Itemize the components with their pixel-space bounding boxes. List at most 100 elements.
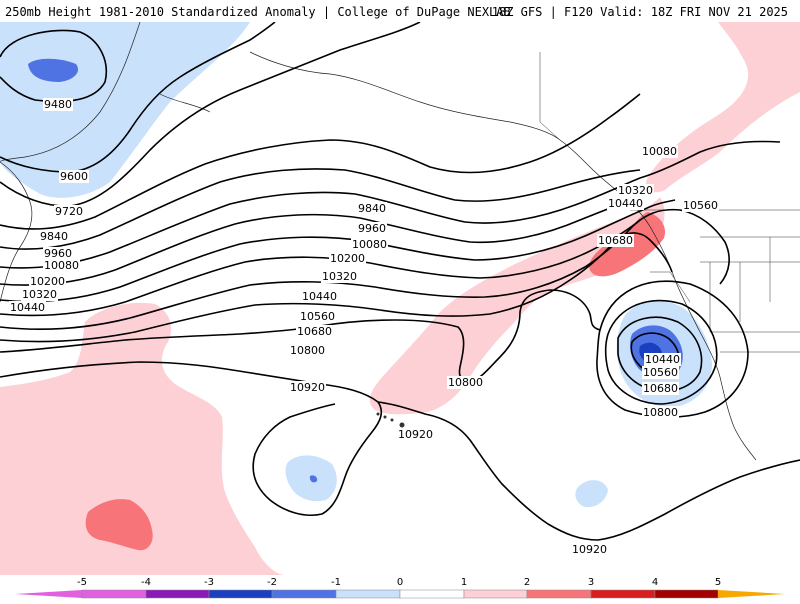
colorbar-swatch [81,589,147,599]
contour-9840 [0,93,641,230]
contour-label-background [299,310,336,323]
anomaly-colorbar: -5 -4 -3 -2 -1 0 1 2 3 4 5 [0,575,800,600]
contour-label: 9840 [40,230,68,243]
anomaly-pos2-south-pacific [85,499,153,551]
model-run-info: 18Z GFS | F120 Valid: 18Z FRI NOV 21 202… [491,5,788,19]
contour-label-background [617,184,654,197]
contour-label-background [644,353,681,366]
contour-label: 10800 [643,406,678,419]
contour-label: 10920 [398,428,433,441]
colorbar-tick: 2 [524,577,530,588]
anomaly-shading [0,22,800,575]
contour-label-background [357,222,387,235]
contour-label: 10920 [290,381,325,394]
colorbar-tick: -2 [267,577,277,588]
contour-label: 10560 [643,366,678,379]
contour-label: 9600 [60,170,88,183]
contour-label-background [641,145,678,158]
anomaly-pos-central-pacific [0,302,285,575]
contour-label: 10680 [297,325,332,338]
contour-label: 9960 [44,247,72,260]
contour-label-background [607,197,644,210]
contour-label: 10200 [30,275,65,288]
contour-label-background [289,381,326,394]
contour-label-background [351,238,388,251]
contour-label: 9720 [55,205,83,218]
contour-10920-east [377,401,800,541]
colorbar-tick: 0 [397,577,403,588]
contour-10800-main [0,289,601,383]
colorbar-tick: -3 [204,577,214,588]
colorbar-swatch [526,589,592,599]
contour-label: 10680 [643,382,678,395]
contour-label: 10800 [448,376,483,389]
contour-10680 [0,232,673,343]
contour-10920-main [0,361,383,516]
contour-label-background [642,366,679,379]
colorbar-tick: -1 [331,577,341,588]
colorbar-tick: -5 [77,577,87,588]
contour-label-background [289,344,326,357]
anomaly-pos-canada [645,22,800,193]
contour-label: 10800 [290,344,325,357]
contour-label: 10440 [302,290,337,303]
map-header: 250mb Height 1981-2010 Standardized Anom… [0,0,800,22]
contour-label: 10320 [618,184,653,197]
contour-label-background [301,290,338,303]
contour-label-background [59,170,89,183]
weather-map: 9480 9600 9720 9840 9960 10080 10200 103… [0,22,800,575]
colorbar-swatch [399,589,465,599]
contour-label-background [29,275,66,288]
contour-label: 10440 [10,301,45,314]
contour-labels: 9480 9600 9720 9840 9960 10080 10200 103… [9,98,719,556]
contour-low-10680 [604,299,718,405]
contour-label-background [682,199,719,212]
contour-label-background [329,252,366,265]
map-canvas: 9480 9600 9720 9840 9960 10080 10200 103… [0,22,800,575]
anomaly-neg2-aleutian-low [28,58,79,82]
contour-label: 10320 [322,270,357,283]
contour-label-background [642,406,679,419]
colorbar-swatches [15,589,785,599]
contour-label: 9840 [358,202,386,215]
contour-label: 9960 [358,222,386,235]
colorbar-tick: 5 [715,577,721,588]
contour-10200 [0,196,641,286]
contour-low-10560 [617,316,703,392]
colorbar-swatch [463,589,528,599]
colorbar-swatch [271,589,337,599]
contour-label-background [54,205,84,218]
contour-label-background [43,259,80,272]
colorbar-tick: 3 [588,577,594,588]
contour-label: 10080 [642,145,677,158]
contour-label: 10320 [22,288,57,301]
contour-9960 [0,168,641,250]
contour-label-background [9,301,46,314]
contour-label: 10560 [300,310,335,323]
colorbar-tick: -4 [141,577,151,588]
contour-label-background [39,230,69,243]
map-title: 250mb Height 1981-2010 Standardized Anom… [5,5,511,19]
colorbar-swatch [590,589,656,599]
colorbar-tick: 1 [461,577,467,588]
anomaly-neg2-subtropics [309,475,318,483]
height-contours [0,22,800,541]
contour-label: 10920 [572,543,607,556]
contour-label-background [43,247,73,260]
anomaly-neg-small-south [575,480,608,508]
colorbar-tick: 4 [652,577,658,588]
coastlines [0,22,757,461]
colorbar-arrow-left [15,590,82,598]
colorbar-ticks: -5 -4 -3 -2 -1 0 1 2 3 4 5 [77,577,721,588]
contour-low-10800 [596,280,749,418]
contour-label: 10440 [645,353,680,366]
contour-label: 10200 [330,252,365,265]
contour-label: 10080 [352,238,387,251]
colorbar-swatch [208,589,273,599]
contour-9480 [0,29,107,103]
colorbar-swatch [145,589,210,599]
contour-label-background [642,382,679,395]
contour-label: 10560 [683,199,718,212]
contour-label-background [447,376,484,389]
contour-label: 10440 [608,197,643,210]
